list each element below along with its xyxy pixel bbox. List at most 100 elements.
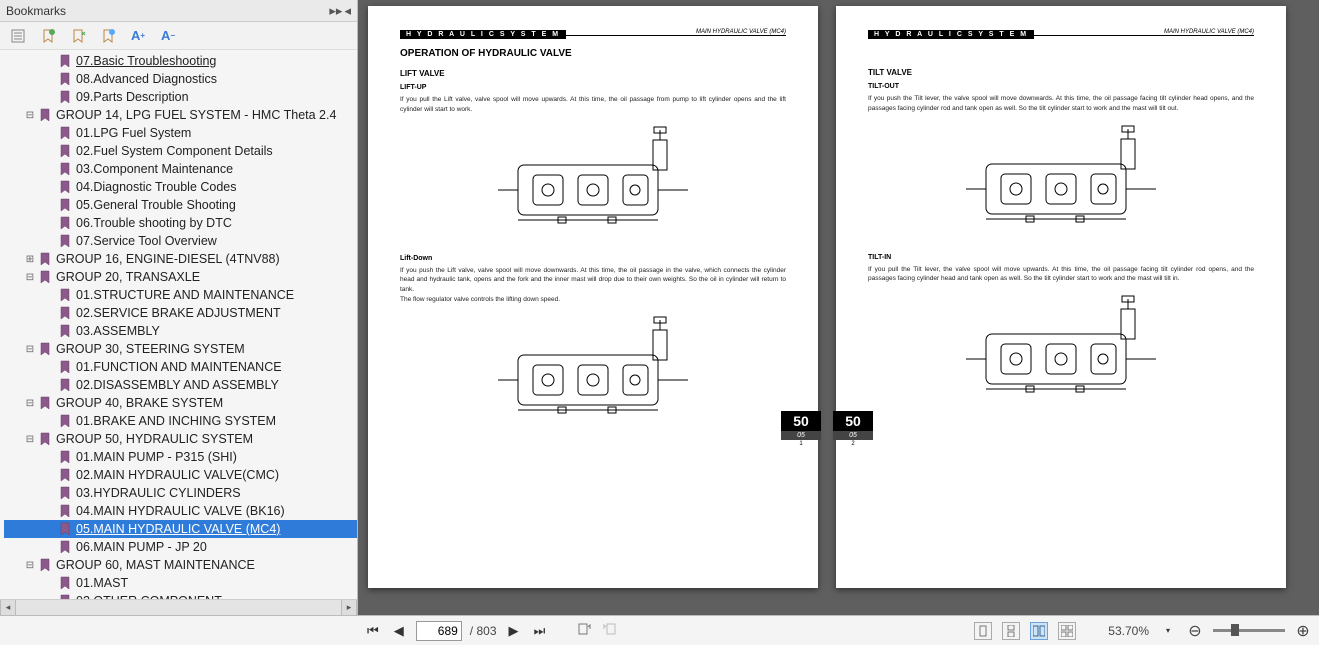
valve-diagram-liftdown-icon: [478, 315, 708, 435]
bookmark-label: 05.General Trouble Shooting: [76, 198, 242, 212]
document-viewer[interactable]: H Y D R A U L I C S Y S T E M MAIN HYDRA…: [358, 0, 1319, 615]
prev-page-button[interactable]: ◀: [390, 623, 408, 639]
collapse-icon[interactable]: ⊟: [24, 434, 36, 445]
bookmark-item[interactable]: 01.LPG Fuel System: [4, 124, 357, 142]
bookmark-item[interactable]: 07.Service Tool Overview: [4, 232, 357, 250]
page-body2: If you pull the Tilt lever, the valve sp…: [868, 265, 1254, 285]
bookmark-item[interactable]: 08.Advanced Diagnostics: [4, 70, 357, 88]
bookmark-item[interactable]: 03.ASSEMBLY: [4, 322, 357, 340]
font-decrease-icon[interactable]: A−: [160, 28, 176, 44]
bookmark-icon: [58, 72, 72, 86]
bookmark-item[interactable]: 07.Basic Troubleshooting: [4, 52, 357, 70]
bookmarks-title: Bookmarks: [6, 4, 329, 18]
bookmark-item[interactable]: 01.MAIN PUMP - P315 (SHI): [4, 448, 357, 466]
bookmark-icon: [58, 180, 72, 194]
page-body2: If you push the Lift valve, valve spool …: [400, 266, 786, 305]
bookmark-icon: [38, 252, 52, 266]
bookmark-label: GROUP 40, BRAKE SYSTEM: [56, 396, 229, 410]
bookmarks-tree[interactable]: 07.Basic Troubleshooting08.Advanced Diag…: [0, 50, 357, 599]
bookmark-expand-icon[interactable]: [100, 28, 116, 44]
bookmark-item[interactable]: 02.SERVICE BRAKE ADJUSTMENT: [4, 304, 357, 322]
page-body1: If you pull the Lift valve, valve spool …: [400, 95, 786, 115]
expand-icon[interactable]: ⊞: [24, 254, 36, 265]
collapse-icon[interactable]: ⊟: [24, 344, 36, 355]
page-number-input[interactable]: [416, 621, 462, 641]
view-facing-icon[interactable]: [1030, 622, 1048, 640]
bookmark-item[interactable]: ⊞ GROUP 16, ENGINE-DIESEL (4TNV88): [4, 250, 357, 268]
bookmark-icon: [38, 270, 52, 284]
bookmark-item[interactable]: ⊟ GROUP 14, LPG FUEL SYSTEM - HMC Theta 2…: [4, 106, 357, 124]
bookmark-settings-icon[interactable]: [10, 28, 26, 44]
bookmarks-header: Bookmarks ▸▸ ◂: [0, 0, 357, 22]
bookmark-item[interactable]: 01.FUNCTION AND MAINTENANCE: [4, 358, 357, 376]
bookmark-label: 01.BRAKE AND INCHING SYSTEM: [76, 414, 282, 428]
bookmark-item[interactable]: 02.MAIN HYDRAULIC VALVE(CMC): [4, 466, 357, 484]
zoom-dropdown-icon[interactable]: ▾: [1159, 626, 1177, 635]
bookmark-label: 01.LPG Fuel System: [76, 126, 197, 140]
bookmark-item[interactable]: 02.Fuel System Component Details: [4, 142, 357, 160]
view-single-icon[interactable]: [974, 622, 992, 640]
bookmark-label: 09.Parts Description: [76, 90, 195, 104]
bookmark-item[interactable]: 03.HYDRAULIC CYLINDERS: [4, 484, 357, 502]
bookmark-item[interactable]: 06.Trouble shooting by DTC: [4, 214, 357, 232]
next-page-button[interactable]: ▶: [505, 623, 523, 639]
bookmark-label: 07.Service Tool Overview: [76, 234, 223, 248]
bookmark-label: GROUP 14, LPG FUEL SYSTEM - HMC Theta 2.…: [56, 108, 342, 122]
bookmark-label: GROUP 60, MAST MAINTENANCE: [56, 558, 261, 572]
font-increase-icon[interactable]: A+: [130, 28, 146, 44]
bookmark-label: 02.Fuel System Component Details: [76, 144, 279, 158]
bookmark-item[interactable]: ⊟ GROUP 60, MAST MAINTENANCE: [4, 556, 357, 574]
page-total-label: / 803: [470, 624, 497, 638]
bookmark-icon: [58, 468, 72, 482]
valve-diagram-tiltout-icon: [946, 124, 1176, 244]
bookmark-item[interactable]: 03.Component Maintenance: [4, 160, 357, 178]
bookmark-label: GROUP 16, ENGINE-DIESEL (4TNV88): [56, 252, 286, 266]
bookmark-item[interactable]: 01.BRAKE AND INCHING SYSTEM: [4, 412, 357, 430]
bookmark-item[interactable]: 05.MAIN HYDRAULIC VALVE (MC4): [4, 520, 357, 538]
last-page-button[interactable]: ⏭: [531, 623, 549, 639]
view-facing-continuous-icon[interactable]: [1058, 622, 1076, 640]
bookmark-label: 04.MAIN HYDRAULIC VALVE (BK16): [76, 504, 291, 518]
collapse-icon[interactable]: ⊟: [24, 560, 36, 571]
page-sub1: TILT VALVE: [868, 68, 1254, 77]
rotate-right-icon[interactable]: [601, 621, 619, 640]
view-continuous-icon[interactable]: [1002, 622, 1020, 640]
valve-diagram-tiltin-icon: [946, 294, 1176, 414]
zoom-in-button[interactable]: ⊕: [1295, 621, 1311, 641]
bookmark-item[interactable]: ⊟GROUP 20, TRANSAXLE: [4, 268, 357, 286]
bookmark-add-icon[interactable]: [40, 28, 56, 44]
first-page-button[interactable]: ⏮: [364, 623, 382, 639]
bookmark-collapse-icon[interactable]: [70, 28, 86, 44]
rotate-left-icon[interactable]: [575, 621, 593, 640]
bookmark-item[interactable]: 09.Parts Description: [4, 88, 357, 106]
bookmark-icon: [58, 162, 72, 176]
bookmark-item[interactable]: 01.MAST: [4, 574, 357, 592]
bookmark-label: 02.DISASSEMBLY AND ASSEMBLY: [76, 378, 285, 392]
bookmark-icon: [58, 324, 72, 338]
bookmark-item[interactable]: 01.STRUCTURE AND MAINTENANCE: [4, 286, 357, 304]
bookmark-item[interactable]: ⊟ GROUP 40, BRAKE SYSTEM: [4, 394, 357, 412]
bookmark-item[interactable]: 04.Diagnostic Trouble Codes: [4, 178, 357, 196]
collapse-icon[interactable]: ⊟: [24, 110, 36, 121]
bookmark-item[interactable]: 04.MAIN HYDRAULIC VALVE (BK16): [4, 502, 357, 520]
page-sub1: LIFT VALVE: [400, 69, 786, 78]
bookmark-item[interactable]: ⊟GROUP 30, STEERING SYSTEM: [4, 340, 357, 358]
bookmarks-hscrollbar[interactable]: ◂ ▸: [0, 599, 357, 615]
bookmark-icon: [58, 306, 72, 320]
zoom-slider[interactable]: [1213, 629, 1285, 632]
bookmark-item[interactable]: ⊟GROUP 50, HYDRAULIC SYSTEM: [4, 430, 357, 448]
panel-hide-icon[interactable]: ◂: [344, 3, 351, 19]
bookmark-item[interactable]: 06.MAIN PUMP - JP 20: [4, 538, 357, 556]
bookmark-item[interactable]: 02.OTHER COMPONENT: [4, 592, 357, 599]
bookmark-item[interactable]: 02.DISASSEMBLY AND ASSEMBLY: [4, 376, 357, 394]
bookmark-icon: [58, 378, 72, 392]
panel-collapse-icon[interactable]: ▸▸: [329, 3, 342, 19]
bookmark-icon: [58, 486, 72, 500]
page-header-section: H Y D R A U L I C S Y S T E M: [400, 30, 566, 39]
bookmark-icon: [58, 450, 72, 464]
collapse-icon[interactable]: ⊟: [24, 272, 36, 283]
zoom-out-button[interactable]: ⊖: [1187, 621, 1203, 641]
page-tab-right: 50 05 2: [833, 411, 873, 448]
bookmark-item[interactable]: 05.General Trouble Shooting: [4, 196, 357, 214]
collapse-icon[interactable]: ⊟: [24, 398, 36, 409]
